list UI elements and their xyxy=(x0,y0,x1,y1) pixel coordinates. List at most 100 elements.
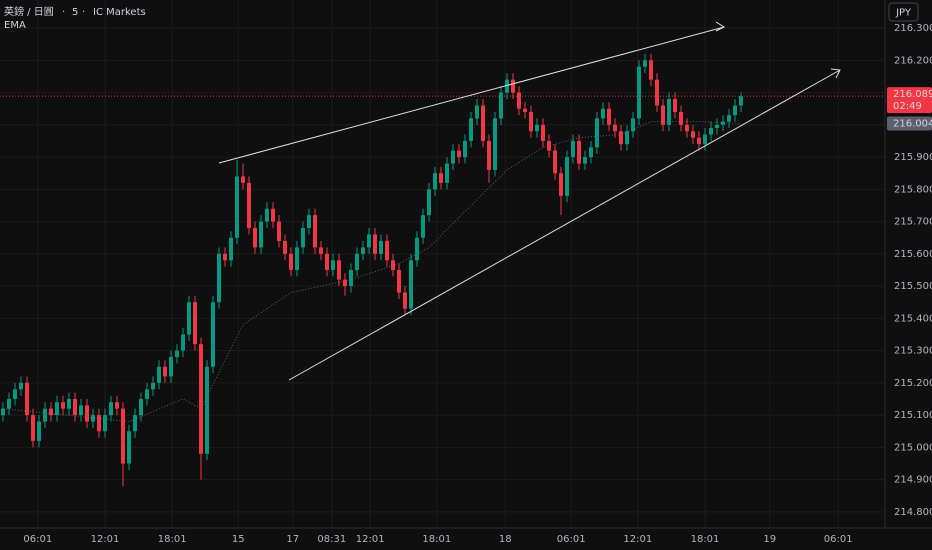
candle-body xyxy=(685,124,689,132)
candle-body xyxy=(517,92,521,109)
candle-body xyxy=(193,302,197,345)
candle-body xyxy=(25,382,29,416)
interval: 5 xyxy=(72,7,78,18)
candle-body xyxy=(97,415,101,432)
candle-body xyxy=(535,124,539,132)
candle-body xyxy=(583,157,587,164)
candle-body xyxy=(301,228,305,248)
last-price-badge xyxy=(887,87,932,114)
currency[interactable]: JPY xyxy=(895,8,912,19)
y-tick-label: 215.600 xyxy=(894,249,932,260)
candle-body xyxy=(43,408,47,422)
candle-body xyxy=(487,140,491,170)
candle-body xyxy=(505,79,509,93)
arrow-head xyxy=(715,21,726,32)
series xyxy=(0,53,885,487)
currency-button[interactable] xyxy=(888,2,919,22)
y-tick-label: 215.300 xyxy=(894,346,932,357)
candle-body xyxy=(649,60,653,80)
candle-body xyxy=(319,247,323,254)
trend-line-lower xyxy=(288,69,841,381)
candle-body xyxy=(727,115,731,122)
ema-badge xyxy=(887,116,932,131)
candle-body xyxy=(625,131,629,145)
candle-body xyxy=(61,402,65,409)
candle-body xyxy=(457,150,461,158)
candle-body xyxy=(655,79,659,106)
candle-body xyxy=(595,118,599,148)
candle-body xyxy=(643,60,647,67)
candle-body xyxy=(307,215,311,229)
candle-body xyxy=(121,408,125,464)
candle-body xyxy=(439,173,443,183)
x-tick-label: 17 xyxy=(286,534,299,545)
candle-body xyxy=(541,124,545,141)
candle-body xyxy=(253,228,257,248)
candle-body xyxy=(181,334,185,351)
x-tick-label: 12:01 xyxy=(623,534,652,545)
candle-body xyxy=(361,247,365,254)
candle-body xyxy=(7,398,11,409)
candle-body xyxy=(325,253,329,270)
candle-body xyxy=(481,105,485,141)
candle-body xyxy=(385,240,389,261)
candle-body xyxy=(475,105,479,119)
candle-body xyxy=(133,415,137,432)
candle-body xyxy=(433,173,437,190)
candle-body xyxy=(67,398,71,409)
candle-body xyxy=(703,134,707,145)
candle-body xyxy=(607,108,611,125)
y-tick-label: 214.800 xyxy=(894,507,932,518)
candle-body xyxy=(637,66,641,119)
trend-lines xyxy=(218,21,841,381)
candle-body xyxy=(19,382,23,390)
candle-body xyxy=(499,92,503,119)
separator: · xyxy=(62,7,65,18)
candle-body xyxy=(73,398,77,416)
exchange: IC Markets xyxy=(93,7,146,18)
candle-body xyxy=(145,389,149,399)
candle-body xyxy=(229,237,233,261)
candle-body xyxy=(679,111,683,125)
candle-body xyxy=(127,431,131,464)
candle-body xyxy=(13,389,17,399)
candle-body xyxy=(397,269,401,293)
x-tick-label: 18:01 xyxy=(691,534,720,545)
candle-body xyxy=(163,366,167,377)
ema-line xyxy=(2,121,742,423)
x-tick-label: 18:01 xyxy=(158,534,187,545)
candle-body xyxy=(367,234,371,248)
candle-body xyxy=(631,118,635,132)
candle-body xyxy=(613,124,617,132)
candle-body xyxy=(559,173,563,196)
x-tick-label: 06:01 xyxy=(557,534,586,545)
candle-body xyxy=(667,99,671,125)
candle-body xyxy=(463,140,467,158)
candle-body xyxy=(493,118,497,170)
candle-body xyxy=(199,344,203,454)
candle-body xyxy=(241,176,245,183)
candle-body xyxy=(451,150,455,164)
y-tick-label: 215.800 xyxy=(894,184,932,195)
candle-body xyxy=(103,415,107,432)
y-tick-label: 215.200 xyxy=(894,378,932,389)
candle-body xyxy=(733,105,737,116)
candle-body xyxy=(529,111,533,132)
candle-body xyxy=(355,253,359,270)
candle-body xyxy=(409,260,413,309)
y-tick-label: 216.200 xyxy=(894,55,932,66)
candle-body xyxy=(247,182,251,229)
candle-body xyxy=(709,128,713,135)
candle-body xyxy=(373,234,377,254)
candle-body xyxy=(469,118,473,141)
candle-body xyxy=(109,402,113,416)
candle-body xyxy=(577,140,581,164)
candle-body xyxy=(661,105,665,125)
countdown-label: 02:49 xyxy=(893,101,922,112)
ema-label: 216.004 xyxy=(893,119,932,130)
symbol: 英鎊 / 日圓 xyxy=(4,5,54,18)
candle-body xyxy=(697,137,701,145)
indicator: EMA xyxy=(4,20,26,31)
candle-body xyxy=(277,221,281,241)
